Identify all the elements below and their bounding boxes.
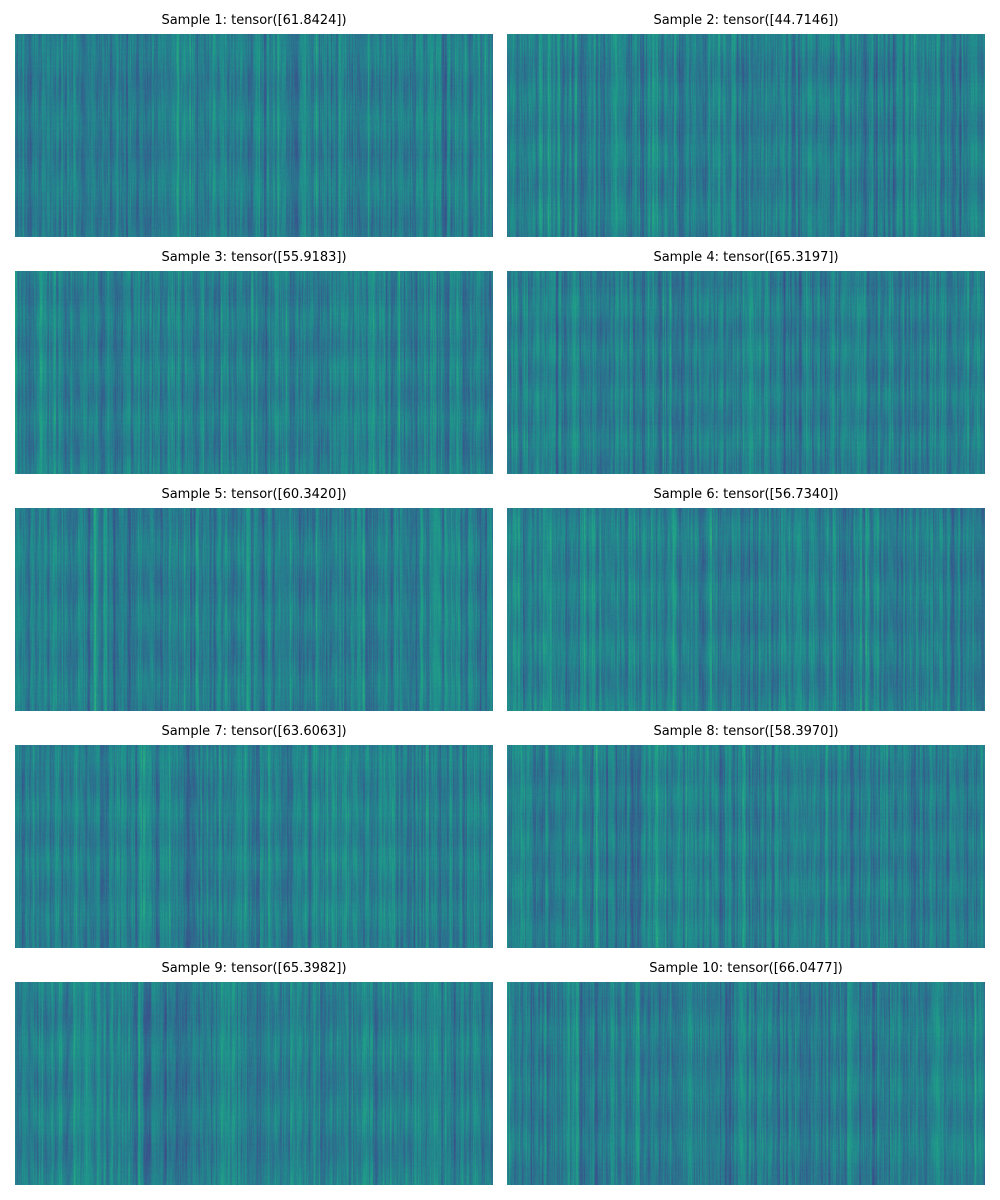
- heatmap-panel: Sample 9: tensor([65.3982]): [15, 948, 493, 1185]
- panel-title: Sample 2: tensor([44.7146]): [653, 13, 839, 28]
- heatmap-panel: Sample 5: tensor([60.3420]): [15, 474, 493, 711]
- panel-title: Sample 8: tensor([58.3970]): [653, 724, 839, 739]
- heatmap-image: [15, 745, 493, 948]
- heatmap-image: [507, 34, 985, 237]
- panel-title: Sample 9: tensor([65.3982]): [161, 961, 347, 976]
- heatmap-panel: Sample 1: tensor([61.8424]): [15, 0, 493, 237]
- heatmap-image: [507, 508, 985, 711]
- panel-title: Sample 1: tensor([61.8424]): [161, 13, 347, 28]
- heatmap-panel: Sample 6: tensor([56.7340]): [507, 474, 985, 711]
- heatmap-image: [15, 271, 493, 474]
- heatmap-panel: Sample 7: tensor([63.6063]): [15, 711, 493, 948]
- heatmap-panel: Sample 3: tensor([55.9183]): [15, 237, 493, 474]
- panel-title: Sample 7: tensor([63.6063]): [161, 724, 347, 739]
- heatmap-image: [507, 982, 985, 1185]
- heatmap-image: [15, 508, 493, 711]
- panel-title: Sample 4: tensor([65.3197]): [653, 250, 839, 265]
- heatmap-image: [15, 982, 493, 1185]
- heatmap-panel: Sample 10: tensor([66.0477]): [507, 948, 985, 1185]
- panel-title: Sample 3: tensor([55.9183]): [161, 250, 347, 265]
- panel-title: Sample 10: tensor([66.0477]): [649, 961, 843, 976]
- heatmap-image: [507, 745, 985, 948]
- heatmap-image: [507, 271, 985, 474]
- heatmap-image: [15, 34, 493, 237]
- heatmap-panel: Sample 2: tensor([44.7146]): [507, 0, 985, 237]
- heatmap-panel: Sample 8: tensor([58.3970]): [507, 711, 985, 948]
- panel-title: Sample 6: tensor([56.7340]): [653, 487, 839, 502]
- panel-title: Sample 5: tensor([60.3420]): [161, 487, 347, 502]
- heatmap-panel: Sample 4: tensor([65.3197]): [507, 237, 985, 474]
